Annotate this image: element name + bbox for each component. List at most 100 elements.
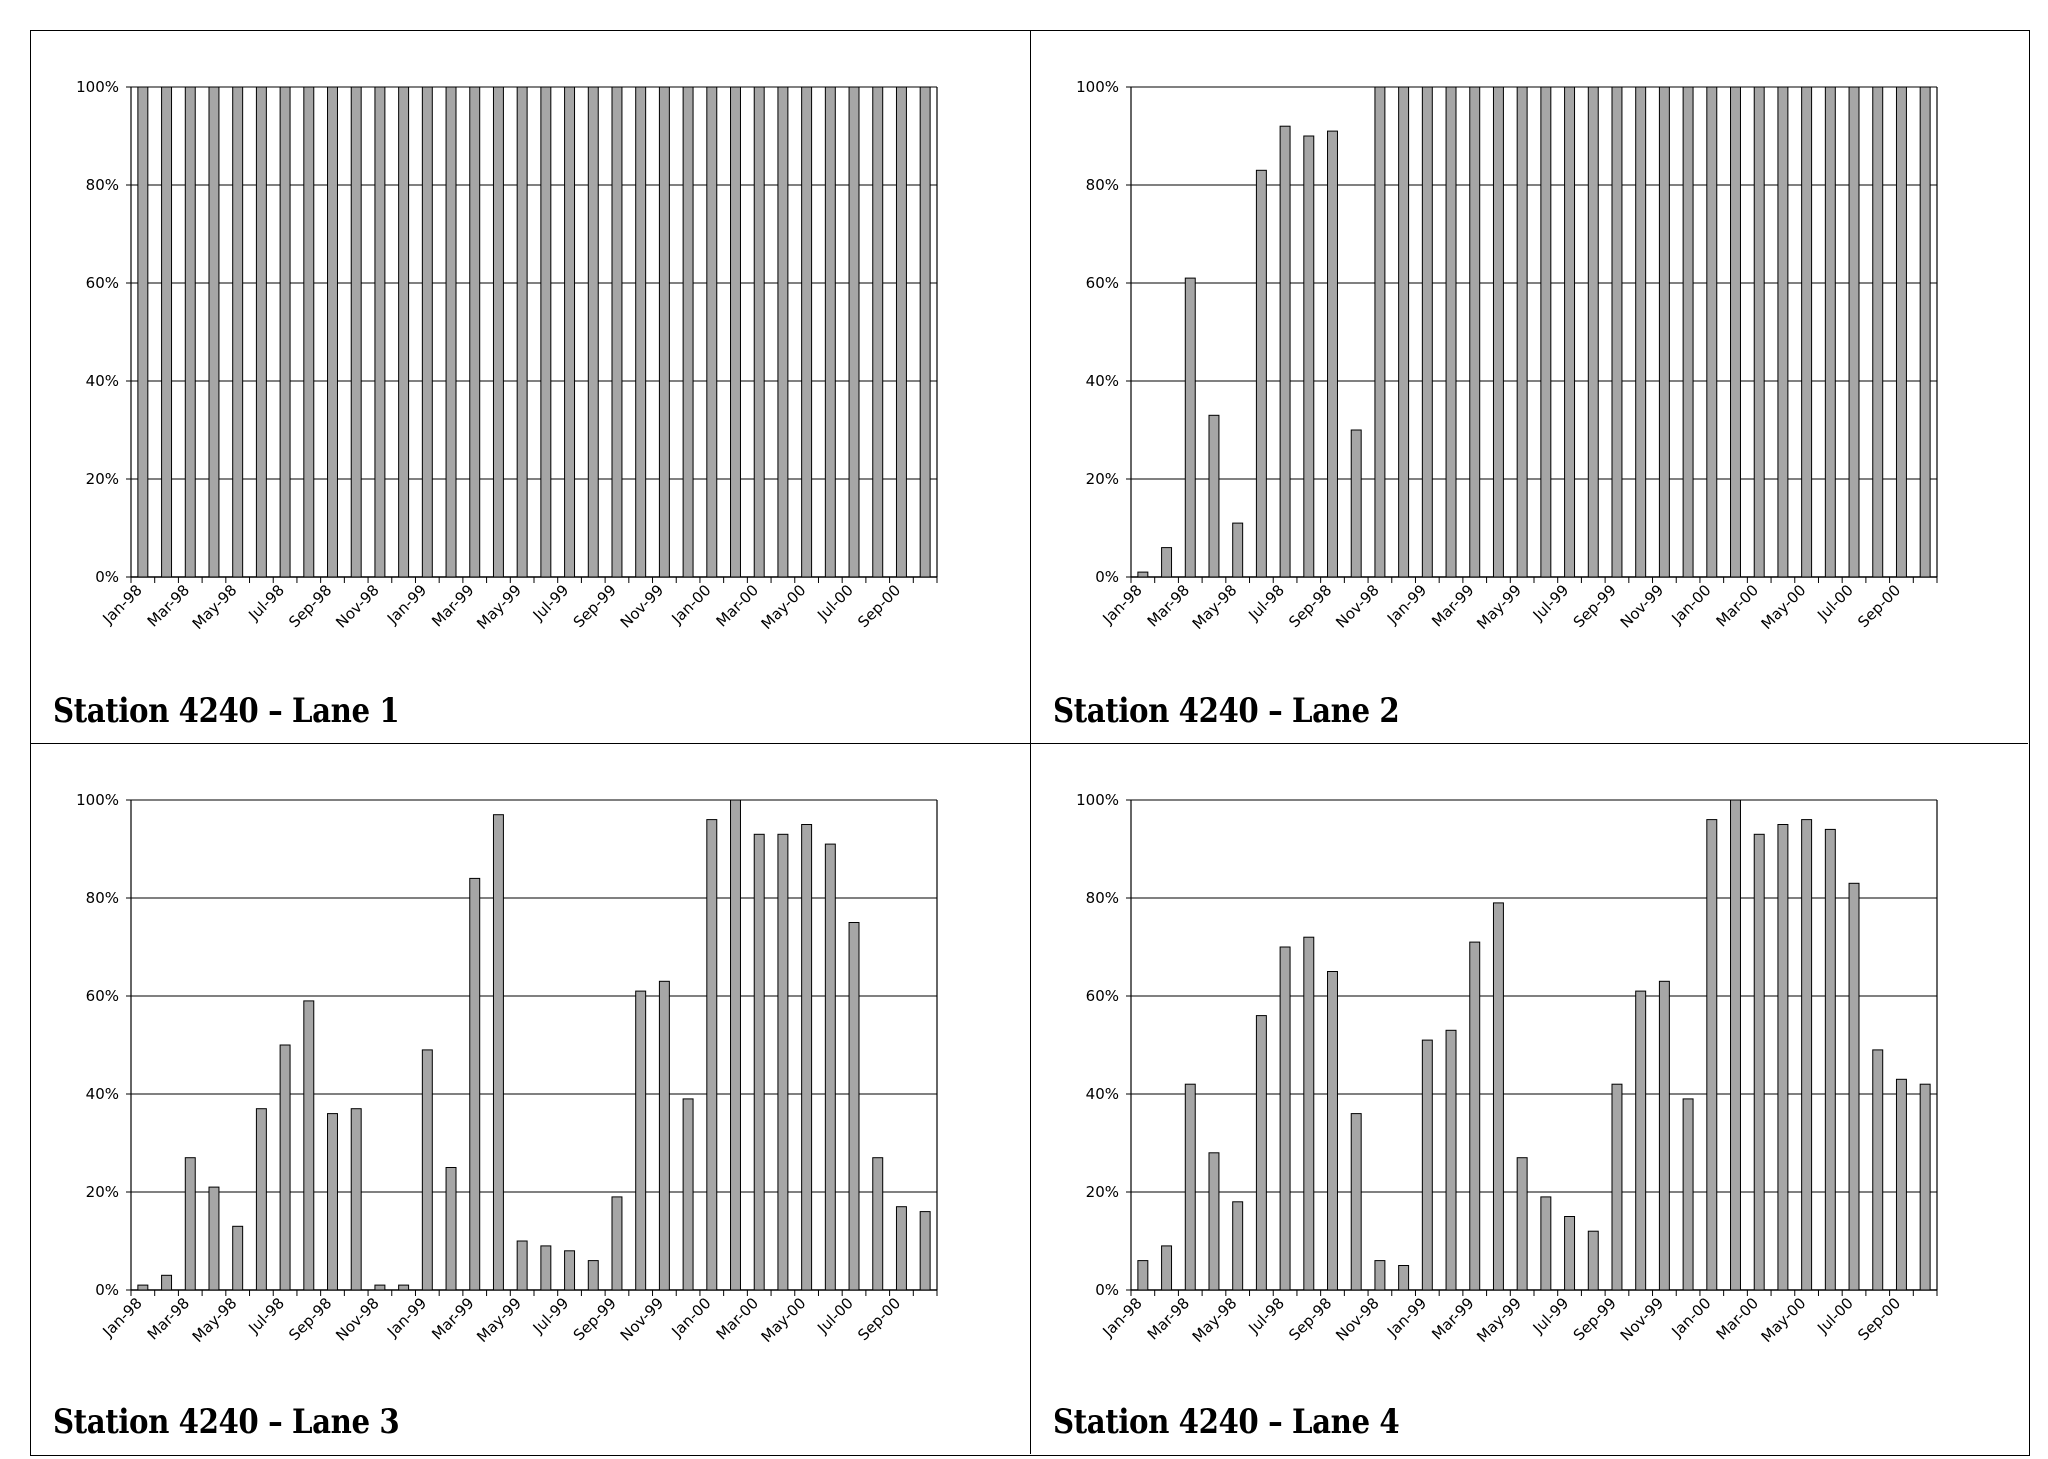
- bar: [1540, 1196, 1552, 1291]
- bar: [1421, 86, 1433, 578]
- bar: [1208, 1152, 1220, 1291]
- y-tick-label: 100%: [1076, 791, 1119, 809]
- chart-title: Station 4240 – Lane 3: [53, 1402, 400, 1442]
- bar: [1682, 1098, 1694, 1291]
- x-tick-label: Sep-98: [285, 581, 335, 631]
- bar: [303, 86, 315, 578]
- bar: [1492, 86, 1504, 578]
- x-tick-label: Nov-99: [1617, 1294, 1667, 1344]
- x-tick-label: Mar-00: [713, 581, 762, 630]
- bar: [350, 1108, 362, 1291]
- bar: [1232, 1201, 1244, 1291]
- bar: [1398, 1265, 1410, 1291]
- bar: [1730, 799, 1741, 1291]
- chart-title: Station 4240 – Lane 4: [1053, 1402, 1400, 1442]
- bar: [398, 86, 410, 578]
- bar: [1635, 86, 1647, 578]
- x-tick-label: May-99: [473, 1294, 525, 1346]
- bar: [1540, 86, 1552, 578]
- y-tick-label: 60%: [86, 987, 119, 1005]
- bar: [848, 922, 860, 1291]
- y-tick-label: 40%: [1086, 372, 1119, 390]
- chart-panel-lane-4: 0% 20% 40% 60% 80% 100% Jan-98 Mar-98 May-98 Jul-…: [1031, 744, 2028, 1454]
- bar: [1469, 941, 1481, 1291]
- x-tick-label: May-99: [1473, 581, 1525, 633]
- x-tick-label: Mar-98: [1144, 581, 1193, 630]
- bar: [1919, 86, 1931, 578]
- bar: [1753, 833, 1765, 1291]
- y-tick-label: 20%: [86, 470, 119, 488]
- bar: [824, 86, 836, 578]
- y-tick-label: 40%: [86, 372, 119, 390]
- bar: [255, 86, 267, 578]
- bar: [1801, 819, 1813, 1291]
- x-tick-label: Jul-98: [1244, 1294, 1288, 1338]
- y-tick-label: 20%: [1086, 1183, 1119, 1201]
- bar: [1374, 1260, 1386, 1291]
- x-tick-label: Nov-98: [1332, 1294, 1382, 1344]
- x-tick-label: Mar-00: [713, 1294, 762, 1343]
- bar: [421, 1049, 433, 1291]
- x-tick-label: Mar-00: [1713, 581, 1762, 630]
- x-tick-label: Jul-00: [1813, 581, 1857, 625]
- bar: [730, 799, 741, 1291]
- bar: [469, 86, 481, 578]
- bar: [1516, 86, 1528, 578]
- bar: [1350, 1113, 1362, 1291]
- bar: [635, 86, 647, 578]
- bar: [1445, 1029, 1457, 1291]
- y-tick-label: 0%: [95, 568, 119, 586]
- x-tick-label: Jul-99: [529, 1294, 573, 1338]
- y-tick-label: 60%: [86, 274, 119, 292]
- x-tick-label: Jan-98: [1099, 581, 1146, 628]
- y-tick-label: 100%: [76, 78, 119, 96]
- bar: [279, 1044, 291, 1291]
- y-tick-label: 80%: [1086, 889, 1119, 907]
- x-tick-label: Mar-00: [1713, 1294, 1762, 1343]
- x-tick-label: Sep-98: [1285, 1294, 1335, 1344]
- y-tick-label: 40%: [86, 1085, 119, 1103]
- bar: [564, 1250, 576, 1291]
- bar: [1303, 135, 1315, 578]
- x-tick-label: Mar-98: [144, 581, 193, 630]
- bar: [1398, 86, 1410, 578]
- y-tick-label: 80%: [86, 889, 119, 907]
- bar: [1682, 86, 1694, 578]
- bar: [1374, 86, 1386, 578]
- y-tick-label: 100%: [76, 791, 119, 809]
- bar: [848, 86, 860, 578]
- bar: [1564, 86, 1576, 578]
- y-tick-label: 0%: [95, 1281, 119, 1299]
- x-tick-label: Jan-99: [383, 581, 430, 628]
- bar: [1232, 522, 1244, 578]
- x-tick-label: Nov-98: [332, 1294, 382, 1344]
- bar: [208, 1186, 220, 1291]
- bar: [1445, 86, 1457, 578]
- bar: [564, 86, 576, 578]
- x-tick-label: May-99: [1473, 1294, 1525, 1346]
- x-tick-label: May-00: [758, 1294, 810, 1346]
- bar: [1611, 86, 1623, 578]
- x-tick-label: Jul-99: [529, 581, 573, 625]
- bar: [208, 86, 220, 578]
- bar: [1895, 1078, 1907, 1291]
- x-tick-label: Jan-99: [1383, 1294, 1430, 1341]
- bar: [516, 86, 528, 578]
- bar: [1872, 86, 1884, 578]
- x-tick-label: Sep-99: [570, 581, 620, 631]
- x-tick-label: Nov-99: [1617, 581, 1667, 631]
- bar: [421, 86, 433, 578]
- bar: [587, 1260, 599, 1291]
- x-tick-label: Jan-99: [1383, 581, 1430, 628]
- x-tick-label: May-99: [473, 581, 525, 633]
- y-tick-label: 0%: [1095, 1281, 1119, 1299]
- bar: [1587, 86, 1599, 578]
- bar: [801, 824, 813, 1291]
- y-tick-label: 20%: [86, 1183, 119, 1201]
- chart-panel-lane-3: 0% 20% 40% 60% 80% 100% Jan-98 Mar-98 May-98 Jul-…: [31, 744, 1031, 1454]
- bar: [1658, 980, 1670, 1291]
- chart-grid: 0% 20% 40% 60% 80% 100% Jan-98 Mar-98 May-98 Jul-…: [30, 30, 2030, 1456]
- x-tick-label: Jul-99: [1529, 581, 1573, 625]
